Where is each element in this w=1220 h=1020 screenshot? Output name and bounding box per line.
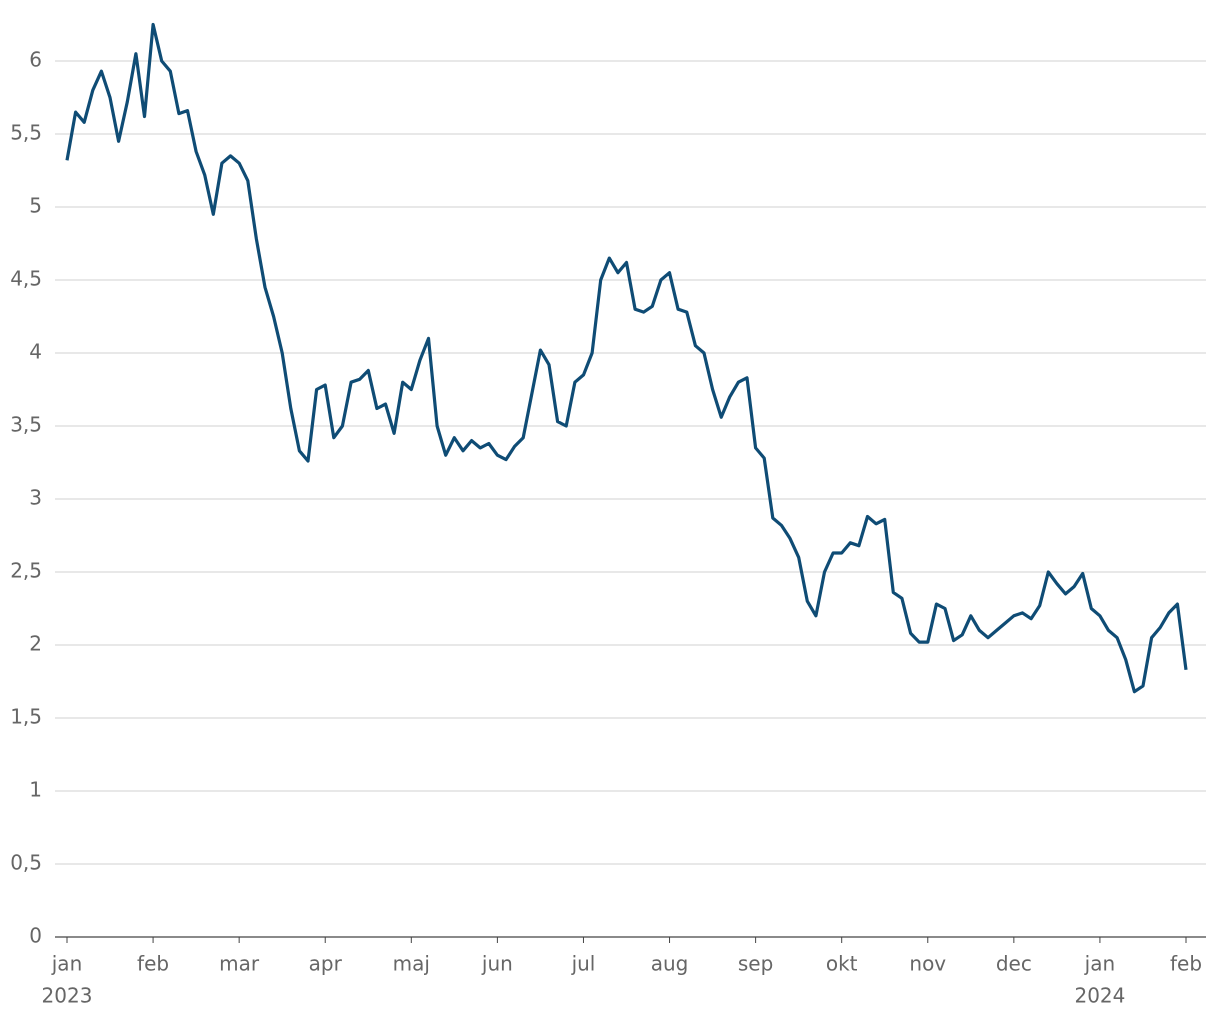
y-tick-label: 1 — [29, 778, 42, 802]
x-tick-label: jan — [1084, 952, 1116, 976]
y-tick-label: 0 — [29, 924, 42, 948]
y-tick-label: 2,5 — [10, 559, 42, 583]
year-label: 2024 — [1074, 984, 1125, 1008]
y-tick-label: 4 — [29, 340, 42, 364]
y-tick-label: 5,5 — [10, 121, 42, 145]
y-tick-label: 0,5 — [10, 851, 42, 875]
x-tick-label: okt — [826, 952, 858, 976]
x-tick-label: apr — [309, 952, 343, 976]
y-tick-label: 1,5 — [10, 705, 42, 729]
x-tick-label: sep — [738, 952, 773, 976]
x-tick-label: maj — [393, 952, 430, 976]
x-tick-label: feb — [1170, 952, 1202, 976]
x-tick-label: aug — [651, 952, 689, 976]
y-tick-label: 6 — [29, 48, 42, 72]
x-tick-label: nov — [909, 952, 946, 976]
y-tick-label: 2 — [29, 632, 42, 656]
x-tick-label: feb — [137, 952, 169, 976]
y-tick-label: 3 — [29, 486, 42, 510]
x-tick-label: jan — [51, 952, 83, 976]
year-label: 2023 — [42, 984, 93, 1008]
y-tick-label: 5 — [29, 194, 42, 218]
x-tick-label: jul — [571, 952, 596, 976]
y-tick-label: 3,5 — [10, 413, 42, 437]
x-tick-label: dec — [996, 952, 1032, 976]
line — [65, 22, 1188, 694]
x-tick-label: jun — [481, 952, 513, 976]
x-tick-label: mar — [219, 952, 260, 976]
y-tick-label: 4,5 — [10, 267, 42, 291]
